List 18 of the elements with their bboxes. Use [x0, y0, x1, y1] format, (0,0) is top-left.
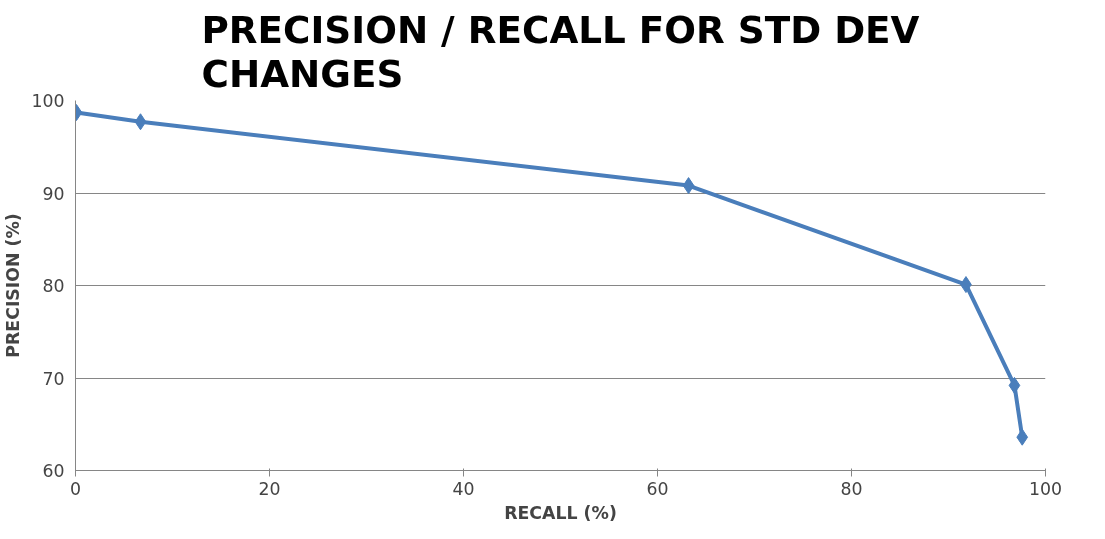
y-tick-label: 80 — [42, 276, 65, 296]
point — [1008, 376, 1021, 394]
x-tick-label: 40 — [452, 478, 475, 499]
y-tick-label: 100 — [31, 91, 65, 111]
x-tick-label: 80 — [840, 478, 863, 499]
chart-title: PRECISION / RECALL FOR STD DEV CHANGES — [201, 7, 920, 96]
x-axis-title: RECALL (%) — [504, 502, 617, 523]
y-tick-label: 60 — [42, 461, 65, 481]
y-tick-label: 90 — [42, 183, 65, 204]
x-tick-label: 100 — [1028, 478, 1063, 499]
point — [134, 113, 147, 131]
x-tick-label: 0 — [69, 478, 82, 499]
point — [682, 177, 695, 195]
x-tick-label: 20 — [258, 478, 281, 499]
y-axis-title: PRECISION (%) — [3, 213, 24, 358]
x-tick-label: 60 — [646, 478, 669, 499]
point — [1016, 428, 1029, 446]
y-tick-label: 70 — [42, 368, 65, 389]
